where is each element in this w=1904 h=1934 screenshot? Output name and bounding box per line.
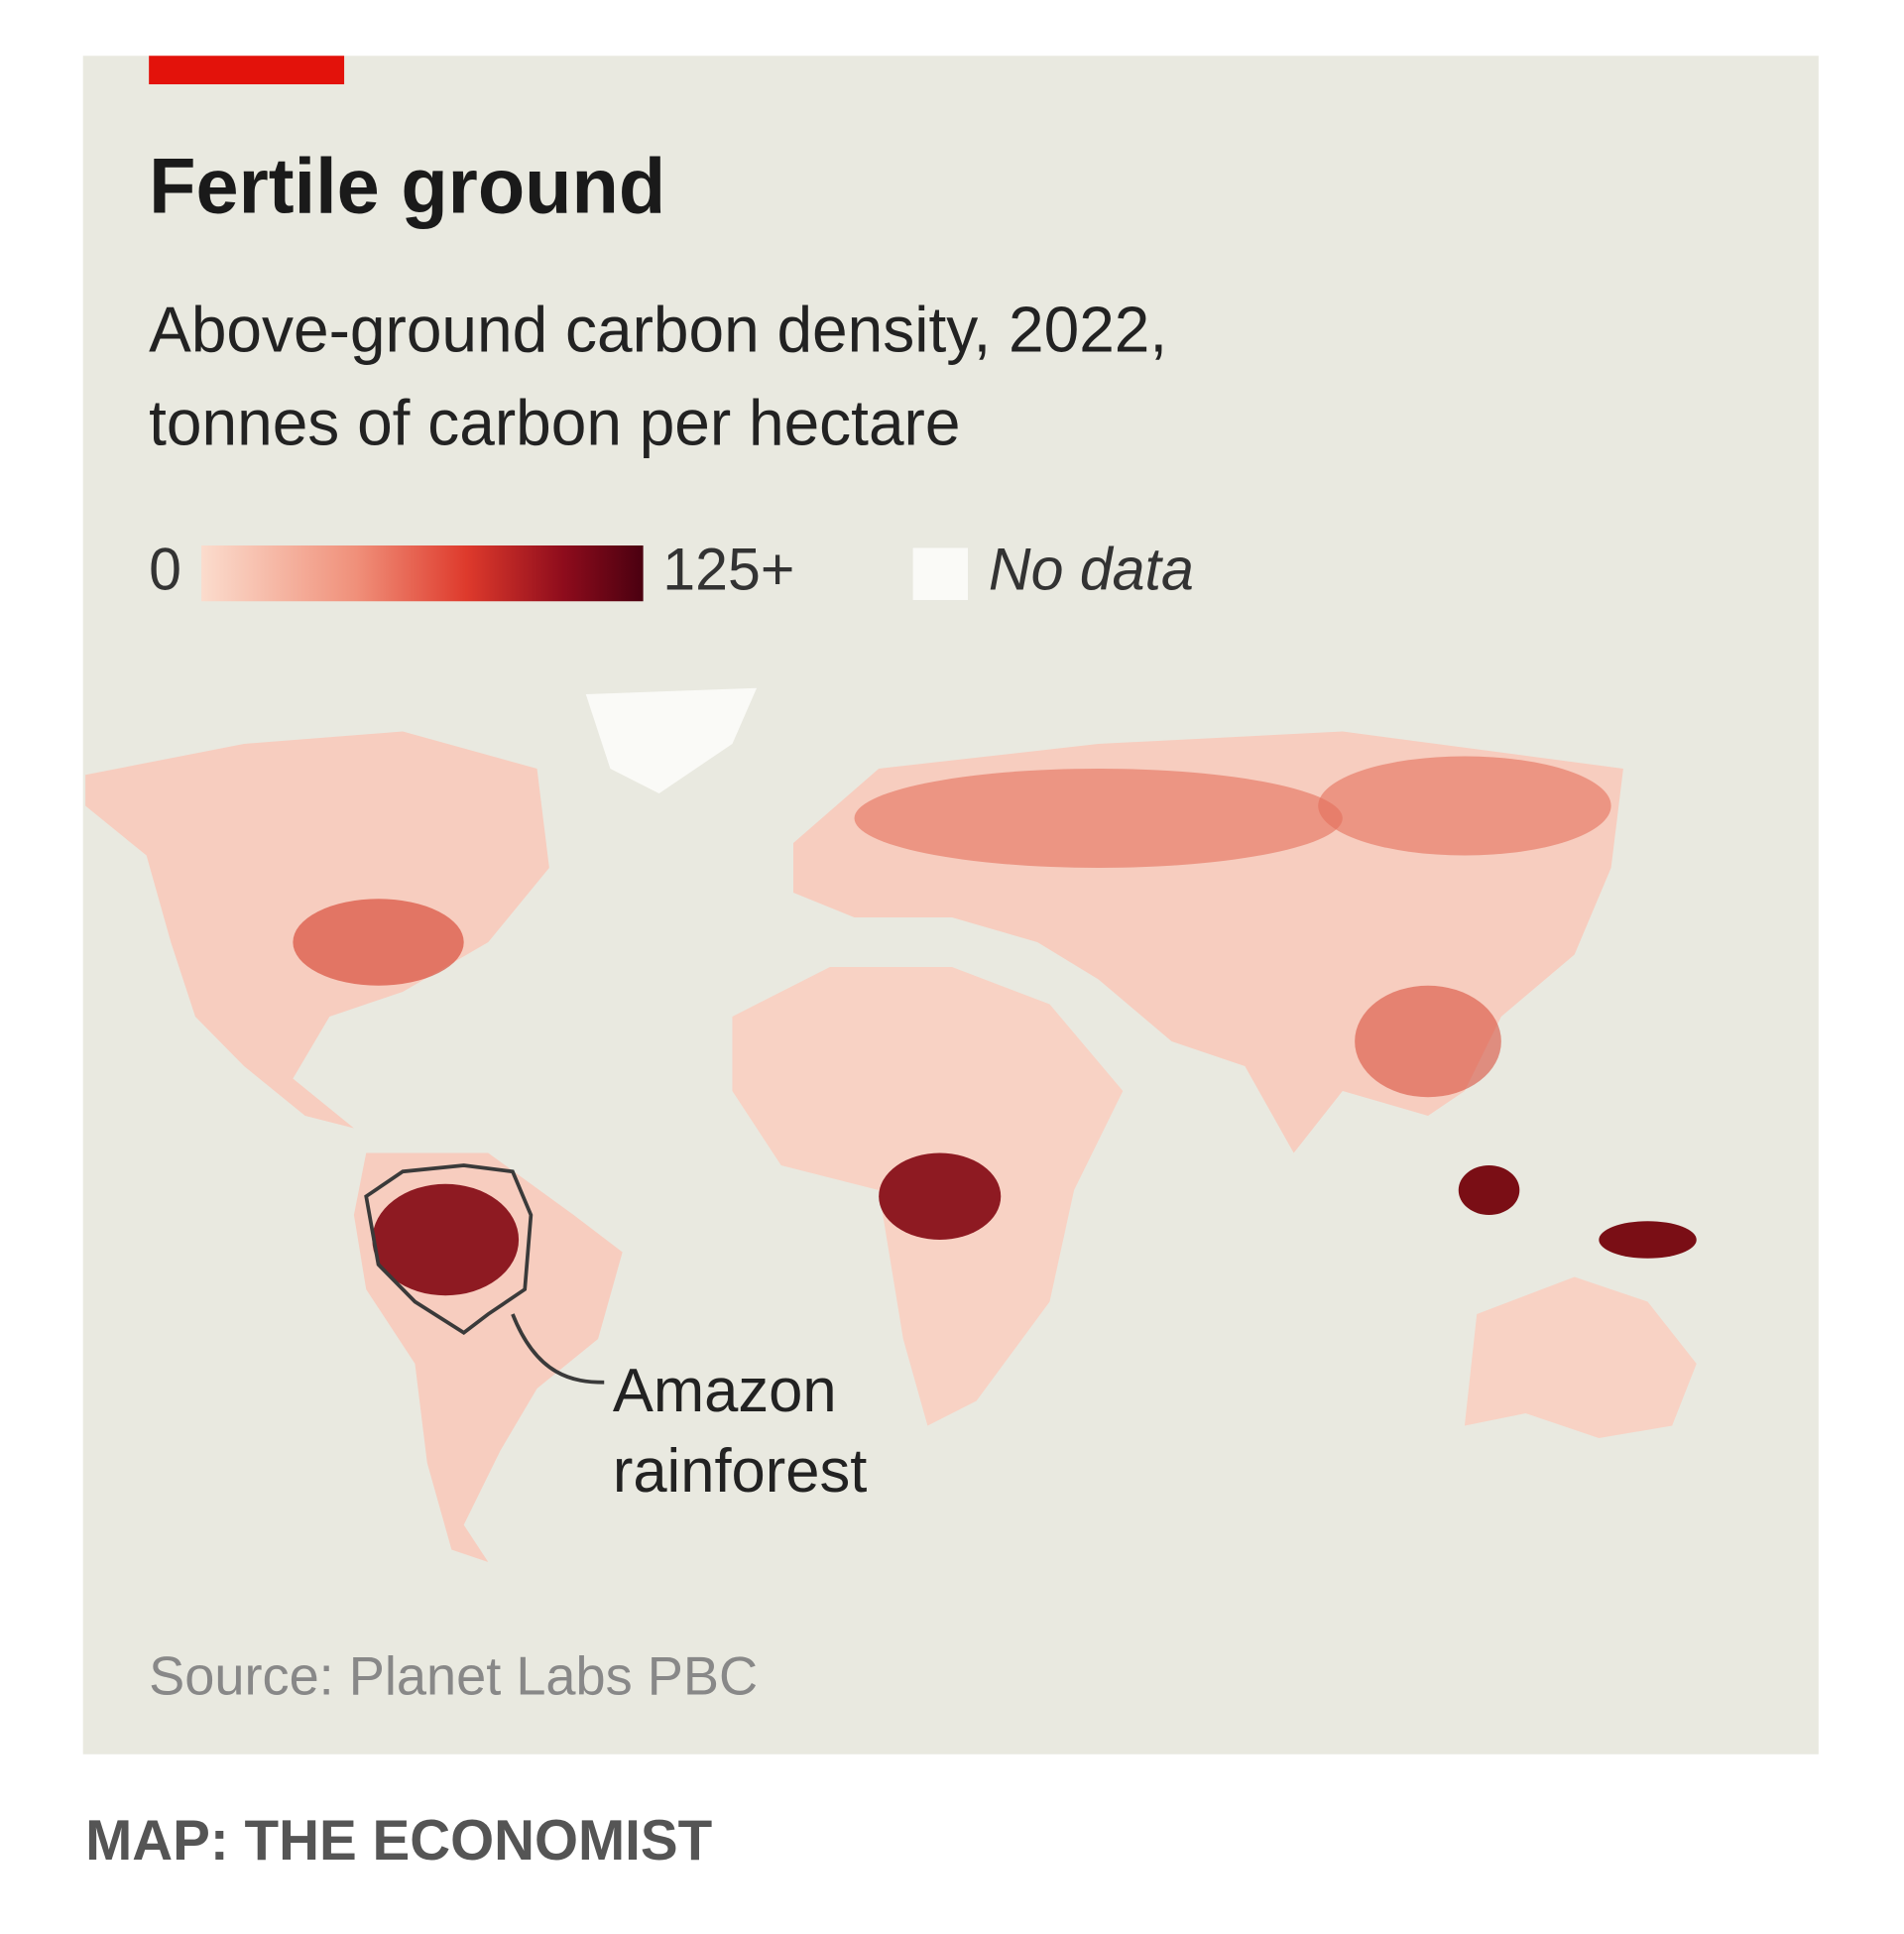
amazon-outline xyxy=(364,1163,534,1336)
no-data-swatch xyxy=(912,547,968,600)
title: Fertile ground xyxy=(149,142,665,230)
subtitle: Above-ground carbon density, 2022, xyxy=(149,294,1167,366)
forest-region xyxy=(879,1152,1002,1240)
legend-max: 125+ xyxy=(662,536,794,603)
source: Source: Planet Labs PBC xyxy=(149,1645,758,1706)
forest-region xyxy=(293,899,464,986)
annotation: Amazon xyxy=(613,1356,837,1425)
australia xyxy=(1464,1276,1697,1438)
forest-region xyxy=(1458,1165,1520,1215)
legend-min: 0 xyxy=(149,536,181,603)
forest-region xyxy=(372,1183,520,1296)
subtitle: tonnes of carbon per hectare xyxy=(149,387,960,459)
map xyxy=(85,687,1697,1562)
forest-region xyxy=(854,769,1343,868)
forest-region xyxy=(1318,756,1611,856)
accent-bar xyxy=(149,56,345,84)
leader-line xyxy=(511,1313,605,1385)
forest-region xyxy=(1599,1221,1697,1259)
forest-region xyxy=(1355,985,1501,1098)
annotation: rainforest xyxy=(613,1437,868,1507)
no-data-label: No data xyxy=(989,536,1194,603)
credit: MAP: THE ECONOMIST xyxy=(85,1809,712,1873)
legend-gradient xyxy=(201,545,644,602)
greenland xyxy=(585,687,758,793)
